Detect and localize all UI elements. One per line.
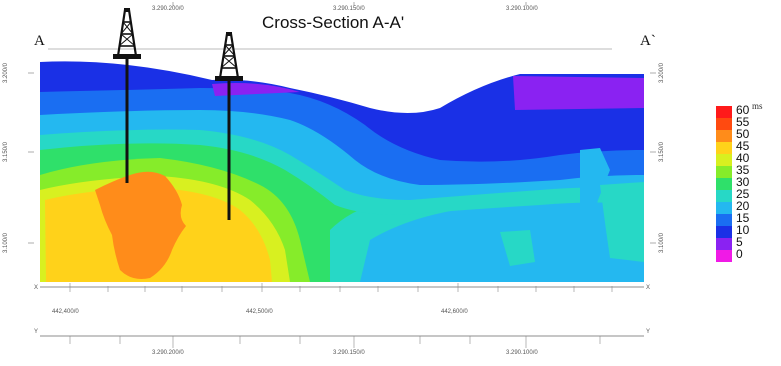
right-tick-label: 3.200/0 xyxy=(659,62,666,84)
y-tick-label: 3.290.100/0 xyxy=(506,350,538,356)
surface-above xyxy=(212,58,644,113)
legend-swatch xyxy=(716,238,732,250)
patch-right-3 xyxy=(500,230,535,266)
x-tick-label: 442,600/0 xyxy=(441,309,468,315)
section-start-label: A xyxy=(34,33,45,49)
left-tick-label: 3.100/0 xyxy=(3,232,10,254)
layer-sky-deep xyxy=(360,200,644,282)
oil-derrick-icon xyxy=(113,8,141,59)
top-tick-label: 3.290.100/0 xyxy=(506,6,538,12)
patch-right-2 xyxy=(600,182,644,262)
right-tick-label: 3.100/0 xyxy=(659,232,666,254)
legend-label: 20 xyxy=(736,199,750,213)
legend-swatch xyxy=(716,154,732,166)
x-tick-label: 442,400/0 xyxy=(52,309,79,315)
top-tick-label: 3.290.200/0 xyxy=(152,6,184,12)
legend-swatch xyxy=(716,130,732,142)
x-tick-label: 442,500/0 xyxy=(246,309,273,315)
x-axis-label: X xyxy=(34,285,39,291)
legend-label: 5 xyxy=(736,235,743,249)
oil-derrick-icon xyxy=(215,32,243,81)
left-tick-label: 3.200/0 xyxy=(3,62,10,84)
legend-label: 0 xyxy=(736,247,743,261)
legend-swatch xyxy=(716,250,732,262)
top-ticks xyxy=(172,2,527,6)
legend-swatch xyxy=(716,118,732,130)
legend-colorbar xyxy=(716,106,732,262)
layer-darkblue xyxy=(40,58,644,162)
anomaly-orange xyxy=(95,171,186,279)
legend-swatch xyxy=(716,226,732,238)
patch-right-1 xyxy=(580,148,610,250)
figure-title: Cross-Section A-A' xyxy=(262,13,405,32)
surface-above-left xyxy=(40,58,212,80)
left-tick-label: 3.150/0 xyxy=(3,141,10,163)
section-end-label: A` xyxy=(640,33,656,49)
y-axis-label: Y xyxy=(34,329,39,335)
legend-label: 40 xyxy=(736,151,750,165)
legend-label: 35 xyxy=(736,163,750,177)
side-ticks xyxy=(28,72,656,244)
legend-swatch xyxy=(716,202,732,214)
y-axis-ticks xyxy=(69,336,601,348)
x-axis-label-right: X xyxy=(646,285,651,291)
legend-label: 30 xyxy=(736,175,750,189)
y-tick-label: 3.290.200/0 xyxy=(152,350,184,356)
legend-swatch xyxy=(716,142,732,154)
purple-cap-center xyxy=(212,83,300,96)
legend-swatch xyxy=(716,178,732,190)
y-axis-label-right: Y xyxy=(646,329,651,335)
legend-swatch xyxy=(716,166,732,178)
well-2 xyxy=(215,32,243,220)
y-tick-label: 3.290.150/0 xyxy=(333,350,365,356)
legend-label: 60 xyxy=(736,103,750,117)
legend-label: 50 xyxy=(736,127,750,141)
legend-label: 55 xyxy=(736,115,750,129)
legend-swatch xyxy=(716,190,732,202)
well-1 xyxy=(113,8,141,183)
legend-label: 15 xyxy=(736,211,750,225)
legend-label: 25 xyxy=(736,187,750,201)
top-tick-label: 3.290.150/0 xyxy=(333,6,365,12)
legend-unit: ms xyxy=(752,101,763,111)
right-tick-label: 3.150/0 xyxy=(659,141,666,163)
x-axis-ticks xyxy=(69,283,613,292)
legend-label: 45 xyxy=(736,139,750,153)
purple-cap-right xyxy=(513,76,644,110)
legend-swatch xyxy=(716,106,732,118)
legend-swatch xyxy=(716,214,732,226)
legend-label: 10 xyxy=(736,223,750,237)
